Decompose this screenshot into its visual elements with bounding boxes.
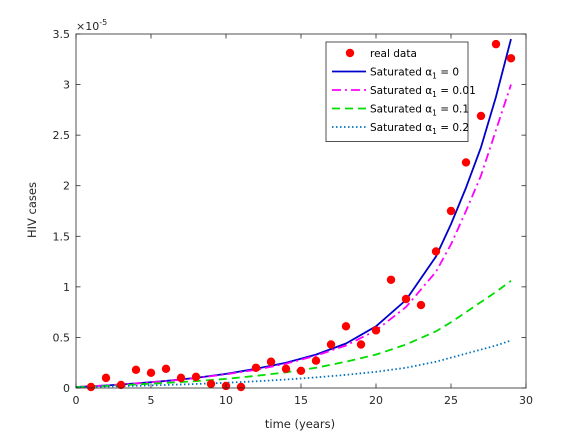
x-tick-label: 5 — [148, 394, 155, 407]
data-point — [266, 357, 276, 366]
data-point — [296, 366, 306, 376]
data-point — [491, 39, 501, 49]
data-point — [146, 368, 156, 378]
data-point — [461, 158, 471, 167]
legend-box — [325, 41, 469, 142]
y-tick-label: 0.5 — [53, 331, 71, 344]
y-tick-label: 1.5 — [53, 230, 71, 243]
data-point — [131, 365, 141, 374]
data-point — [371, 326, 381, 335]
data-point — [176, 373, 186, 383]
data-point — [506, 54, 516, 63]
x-tick-label: 0 — [73, 394, 80, 407]
x-tick-label: 15 — [294, 394, 308, 407]
data-point — [191, 372, 201, 382]
legend-entry-label: Saturated α1 = 0.1 — [370, 104, 469, 118]
x-tick-label: 30 — [519, 394, 533, 407]
y-tick-label: 2.5 — [53, 129, 71, 142]
data-point — [341, 322, 351, 331]
legend-entry-label: real data — [370, 48, 417, 60]
x-tick-label: 20 — [369, 394, 383, 407]
data-point — [281, 364, 291, 373]
axes: 0 5 10 15 20 25 30 0 0.5 1 1.5 2 2.5 3 3.5 — [53, 28, 534, 407]
data-point — [356, 340, 366, 349]
y-tick-label: 1 — [63, 281, 70, 294]
legend-entry-label: Saturated α1 = 0.01 — [370, 85, 476, 99]
data-point — [476, 111, 486, 121]
x-tick-label: 10 — [219, 394, 233, 407]
series-line-4 — [75, 339, 512, 388]
data-point — [251, 363, 261, 372]
data-point — [416, 300, 426, 310]
series-line-1 — [75, 38, 512, 388]
data-point — [161, 364, 171, 373]
legend-entry-label: Saturated α1 = 0 — [370, 67, 459, 81]
y-tick-label: 3 — [63, 79, 70, 92]
y-axis-exponent: ×10-5 — [76, 18, 107, 33]
data-point — [446, 206, 456, 216]
series-line-3 — [75, 280, 512, 388]
legend-entry-label: Saturated α1 = 0.2 — [370, 122, 469, 136]
data-point — [86, 382, 96, 392]
data-point — [401, 294, 411, 304]
y-tick-label: 0 — [63, 382, 70, 395]
x-tick-label: 25 — [444, 394, 458, 407]
legend: real data Saturated α1 = 0 Saturated α1 = … — [325, 41, 476, 142]
data-point — [101, 373, 111, 383]
y-axis-label: HIV cases — [25, 182, 39, 238]
data-point — [326, 340, 336, 349]
data-point — [206, 379, 216, 389]
x-axis-label: time (years) — [265, 417, 335, 431]
data-point — [311, 356, 321, 365]
data-point — [386, 275, 396, 284]
y-tick-label: 3.5 — [53, 28, 71, 41]
data-point — [116, 380, 126, 390]
legend-marker — [345, 48, 355, 58]
plot-area — [75, 38, 516, 392]
data-point — [431, 247, 441, 256]
y-tick-label: 2 — [63, 180, 70, 193]
data-point — [236, 382, 246, 392]
